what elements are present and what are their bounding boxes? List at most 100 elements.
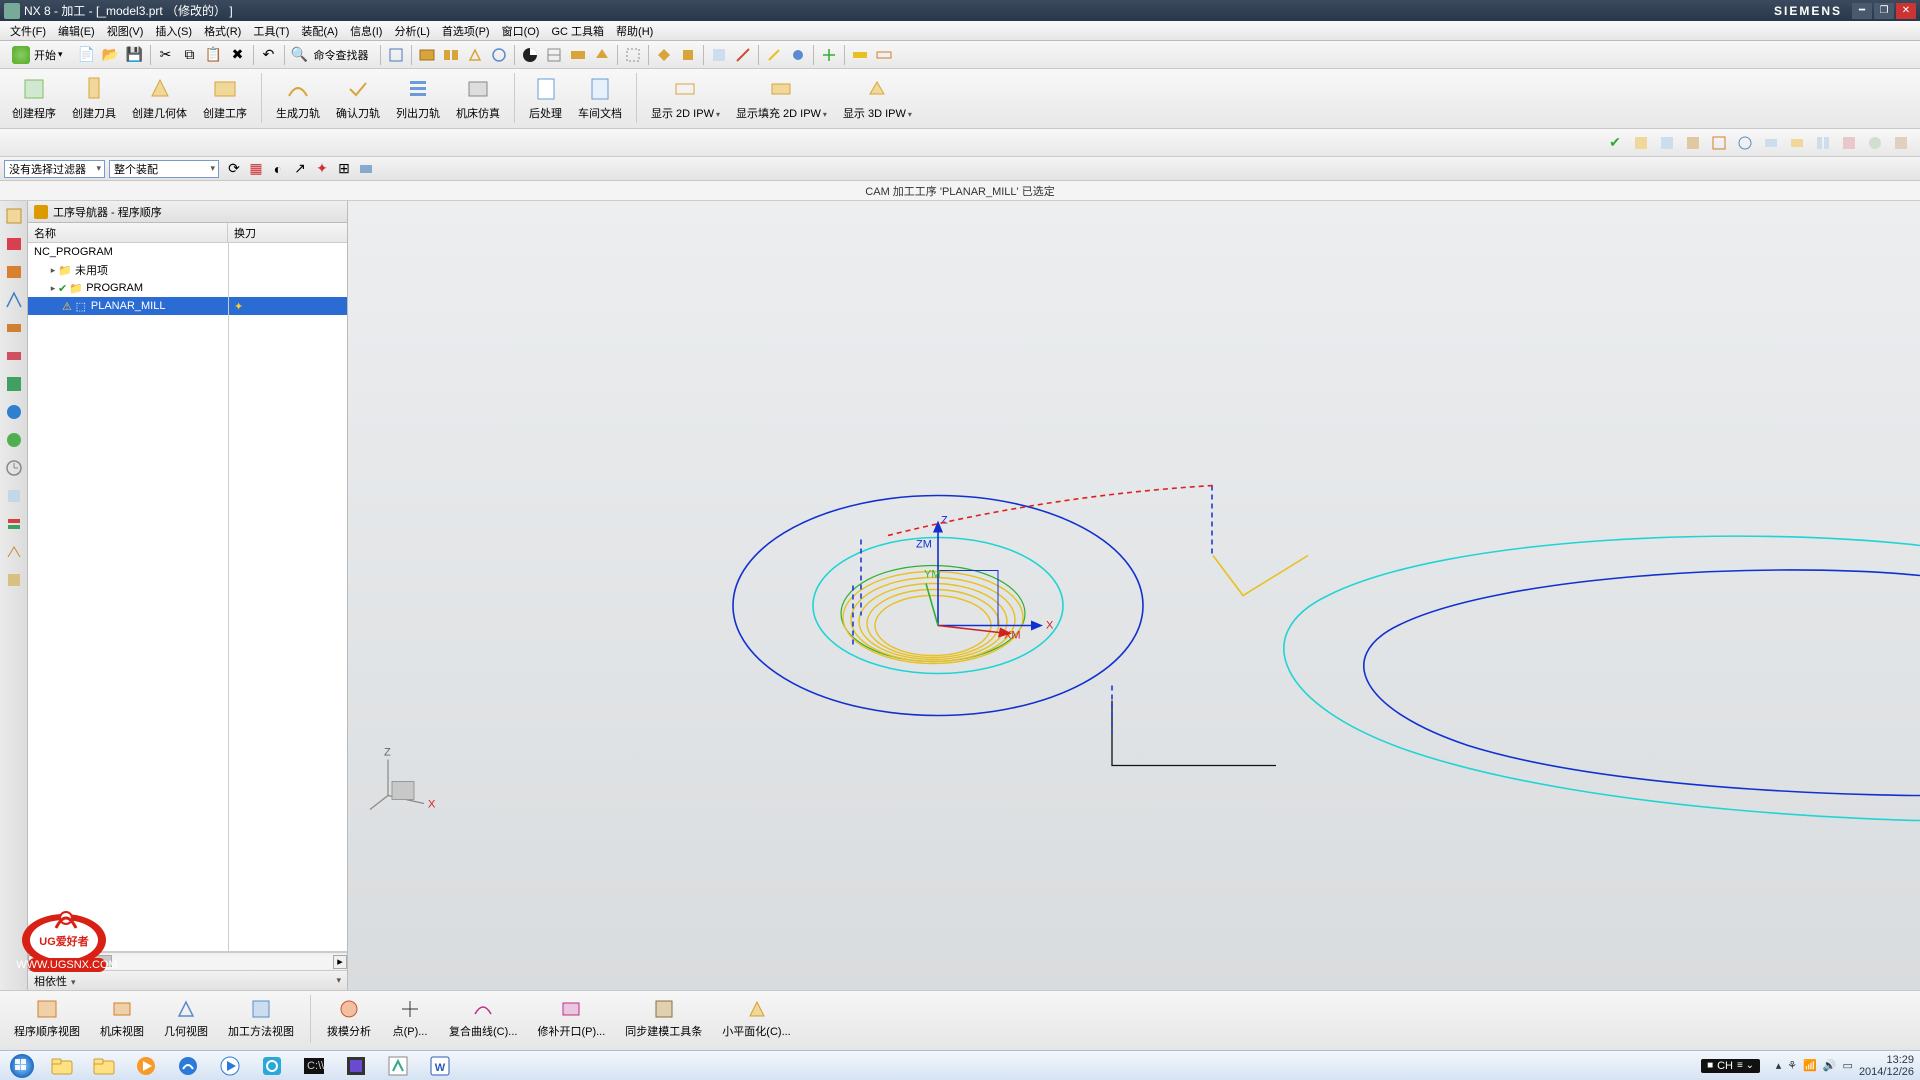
task-explorer[interactable] [42, 1053, 82, 1079]
menu-view[interactable]: 视图(V) [101, 21, 150, 41]
rail-3[interactable] [3, 261, 25, 283]
tb-btn-6[interactable] [519, 44, 541, 66]
show-2d-ipw-button[interactable]: 显示 2D IPW [643, 73, 728, 123]
tray-wifi-icon[interactable]: 📶 [1803, 1059, 1817, 1072]
assembly-select[interactable]: 整个装配 [109, 160, 219, 178]
shop-doc-button[interactable]: 车间文档 [570, 73, 630, 123]
task-cmd[interactable]: C:\\ [294, 1053, 334, 1079]
menu-help[interactable]: 帮助(H) [610, 21, 659, 41]
tree-row-program[interactable]: ▸✔📁PROGRAM [28, 279, 347, 297]
task-player[interactable] [210, 1053, 250, 1079]
tb-btn-8[interactable] [567, 44, 589, 66]
tb-btn-19[interactable] [873, 44, 895, 66]
rail-13[interactable] [3, 541, 25, 563]
show-fill-2d-ipw-button[interactable]: 显示填充 2D IPW [728, 73, 835, 123]
tb-btn-7[interactable] [543, 44, 565, 66]
generate-toolpath-button[interactable]: 生成刀轨 [268, 73, 328, 123]
undo-icon[interactable]: ↶ [258, 44, 280, 66]
paste-icon[interactable]: 📋 [203, 44, 225, 66]
rail-8[interactable] [3, 401, 25, 423]
machine-sim-button[interactable]: 机床仿真 [448, 73, 508, 123]
cmd-finder-icon[interactable]: 🔍 [289, 44, 311, 66]
bb-composite-curve[interactable]: 复合曲线(C)... [439, 995, 527, 1041]
t2-9[interactable] [1812, 132, 1834, 154]
maximize-button[interactable]: ❐ [1874, 3, 1894, 19]
bb-program-order-view[interactable]: 程序顺序视图 [4, 995, 90, 1041]
tb-btn-5[interactable] [488, 44, 510, 66]
t2-6[interactable] [1734, 132, 1756, 154]
nav-tree[interactable]: NC_PROGRAM ▸📁未用项 ▸✔📁PROGRAM ⚠⬚PLANAR_MIL… [28, 243, 347, 952]
menu-edit[interactable]: 编辑(E) [52, 21, 101, 41]
bb-patch-opening[interactable]: 修补开口(P)... [527, 995, 615, 1041]
tb-btn-11[interactable] [653, 44, 675, 66]
rail-10[interactable] [3, 457, 25, 479]
show-3d-ipw-button[interactable]: 显示 3D IPW [835, 73, 920, 123]
delete-icon[interactable]: ✖ [227, 44, 249, 66]
tray-up-icon[interactable]: ▴ [1776, 1059, 1782, 1072]
tray-clock[interactable]: 13:29 2014/12/26 [1859, 1054, 1914, 1078]
rail-11[interactable] [3, 485, 25, 507]
task-baidu[interactable] [168, 1053, 208, 1079]
t2-1[interactable]: ✔ [1604, 132, 1626, 154]
tree-row-planar-mill[interactable]: ⚠⬚PLANAR_MILL ✦ [28, 297, 347, 315]
col-name[interactable]: 名称 [28, 223, 228, 242]
fb-3[interactable]: ◐ [268, 159, 288, 179]
menu-analysis[interactable]: 分析(L) [388, 21, 435, 41]
tray-vol-icon[interactable]: 🔊 [1823, 1059, 1837, 1072]
tb-btn-3[interactable] [440, 44, 462, 66]
postprocess-button[interactable]: 后处理 [521, 73, 570, 123]
bb-method-view[interactable]: 加工方法视图 [218, 995, 304, 1041]
task-word[interactable]: W [420, 1053, 460, 1079]
close-button[interactable]: ✕ [1896, 3, 1916, 19]
fb-2[interactable]: ▦ [246, 159, 266, 179]
bb-sync-modeling[interactable]: 同步建模工具条 [615, 995, 712, 1041]
task-app2[interactable] [336, 1053, 376, 1079]
rail-5[interactable] [3, 317, 25, 339]
tb-btn-4[interactable] [464, 44, 486, 66]
bb-geometry-view[interactable]: 几何视图 [154, 995, 218, 1041]
bb-draft-analysis[interactable]: 拨模分析 [317, 995, 381, 1041]
fb-6[interactable]: ⊞ [334, 159, 354, 179]
t2-4[interactable] [1682, 132, 1704, 154]
bb-faceting[interactable]: 小平面化(C)... [712, 995, 800, 1041]
filter-select[interactable]: 没有选择过滤器 [4, 160, 105, 178]
menu-tools[interactable]: 工具(T) [247, 21, 295, 41]
tb-btn-16[interactable] [787, 44, 809, 66]
new-icon[interactable]: 📄 [76, 44, 98, 66]
rail-nav-icon[interactable] [3, 205, 25, 227]
col-toolchange[interactable]: 换刀 [228, 223, 347, 242]
start-button[interactable]: 开始▾ [4, 44, 71, 66]
t2-10[interactable] [1838, 132, 1860, 154]
tb-btn-1[interactable] [385, 44, 407, 66]
rail-9[interactable] [3, 429, 25, 451]
tb-btn-10[interactable] [622, 44, 644, 66]
tb-btn-14[interactable] [732, 44, 754, 66]
task-wmp[interactable] [126, 1053, 166, 1079]
menu-insert[interactable]: 插入(S) [149, 21, 198, 41]
create-program-button[interactable]: 创建程序 [4, 73, 64, 123]
t2-7[interactable] [1760, 132, 1782, 154]
create-geometry-button[interactable]: 创建几何体 [124, 73, 195, 123]
menu-gc[interactable]: GC 工具箱 [545, 21, 610, 41]
tb-btn-2[interactable] [416, 44, 438, 66]
open-icon[interactable]: 📂 [100, 44, 122, 66]
menu-file[interactable]: 文件(F) [4, 21, 52, 41]
menu-format[interactable]: 格式(R) [198, 21, 247, 41]
tray-net-icon[interactable]: ⚘ [1787, 1059, 1797, 1072]
t2-11[interactable] [1864, 132, 1886, 154]
task-explorer2[interactable] [84, 1053, 124, 1079]
menu-prefs[interactable]: 首选项(P) [436, 21, 496, 41]
graphics-canvas[interactable]: Z ZM YM X XM [348, 201, 1920, 990]
save-icon[interactable]: 💾 [124, 44, 146, 66]
rail-2[interactable] [3, 233, 25, 255]
t2-2[interactable] [1630, 132, 1652, 154]
task-nx[interactable] [378, 1053, 418, 1079]
tb-btn-9[interactable] [591, 44, 613, 66]
tb-btn-18[interactable] [849, 44, 871, 66]
copy-icon[interactable]: ⧉ [179, 44, 201, 66]
fb-5[interactable]: ✦ [312, 159, 332, 179]
t2-8[interactable] [1786, 132, 1808, 154]
menu-assembly[interactable]: 装配(A) [295, 21, 344, 41]
tb-btn-13[interactable] [708, 44, 730, 66]
t2-5[interactable] [1708, 132, 1730, 154]
